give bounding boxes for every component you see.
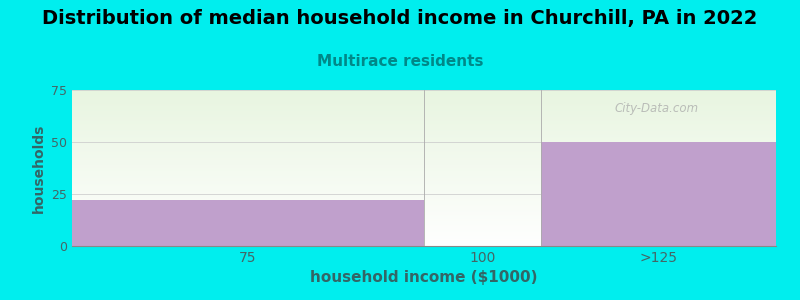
Y-axis label: households: households bbox=[31, 123, 46, 213]
Text: Multirace residents: Multirace residents bbox=[317, 54, 483, 69]
Text: Distribution of median household income in Churchill, PA in 2022: Distribution of median household income … bbox=[42, 9, 758, 28]
Bar bbox=[542, 142, 776, 246]
Bar bbox=[72, 200, 424, 246]
X-axis label: household income ($1000): household income ($1000) bbox=[310, 270, 538, 285]
Text: City-Data.com: City-Data.com bbox=[614, 102, 698, 115]
